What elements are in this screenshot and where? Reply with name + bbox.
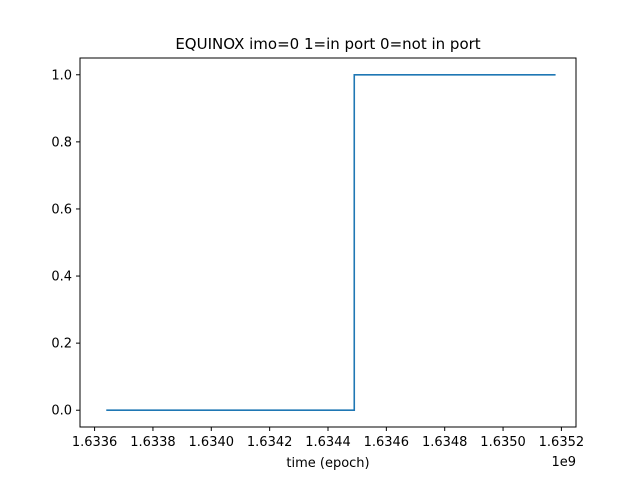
y-tick-label: 0.8	[51, 135, 72, 150]
x-axis: 1.6336 1.6338 1.6340 1.6342 1.6344 1.6346 1.63…	[72, 427, 584, 450]
x-tick-label: 1.6338	[130, 435, 176, 450]
x-tick-label: 1.6352	[539, 435, 585, 450]
y-tick-label: 0.4	[51, 270, 72, 285]
x-tick-label: 1.6340	[189, 435, 235, 450]
y-tick-label: 0.2	[51, 337, 72, 352]
x-tick-label: 1.6336	[72, 435, 118, 450]
x-tick-label: 1.6348	[422, 435, 468, 450]
axes-frame	[79, 57, 577, 428]
x-tick-label: 1.6350	[480, 435, 526, 450]
series-line	[106, 73, 556, 412]
y-tick-label: 1.0	[51, 68, 72, 83]
y-axis: 0.0 0.2 0.4 0.6 0.8 1.0	[51, 68, 80, 419]
x-tick-label: 1.6346	[364, 435, 410, 450]
x-axis-label: time (epoch)	[286, 456, 369, 471]
y-tick-label: 0.6	[51, 202, 72, 217]
chart-title: EQUINOX imo=0 1=in port 0=not in port	[175, 35, 480, 53]
plot-area	[106, 73, 556, 412]
x-tick-label: 1.6344	[305, 435, 351, 450]
x-tick-label: 1.6342	[247, 435, 293, 450]
x-axis-offset-label: 1e9	[551, 455, 576, 470]
y-tick-label: 0.0	[51, 404, 72, 419]
